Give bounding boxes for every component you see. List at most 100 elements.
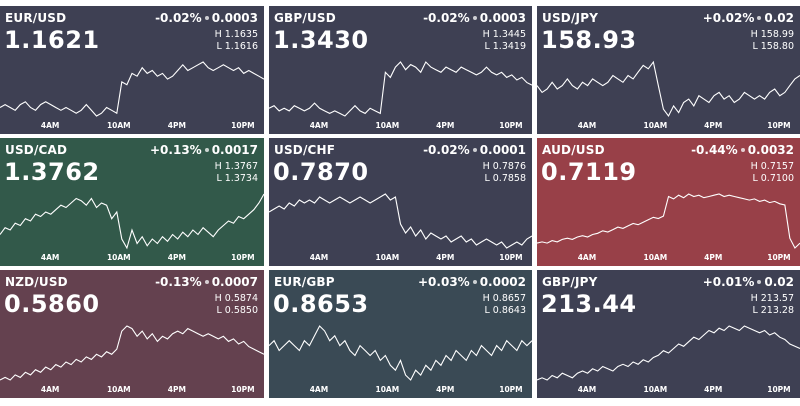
price-chart xyxy=(537,322,800,384)
price-series-line xyxy=(0,62,264,116)
pair-name: USD/CHF xyxy=(274,143,336,157)
rate-tile-aud-usd[interactable]: AUD/USD -0.44% 0.0032 0.7119 H 0.7157 L 0.7100 4… xyxy=(537,138,800,266)
price-chart xyxy=(537,58,800,120)
price-chart xyxy=(0,322,264,384)
rate-tile-usd-jpy[interactable]: USD/JPY +0.02% 0.02 158.93 H 158.99 L 158.80 4AM… xyxy=(537,6,800,134)
x-axis: 4AM 10AM 4PM 10PM xyxy=(269,121,532,132)
line-chart-svg xyxy=(0,58,264,120)
price-series-line xyxy=(269,62,532,116)
separator-dot-icon xyxy=(472,15,477,20)
x-tick-label: 10AM xyxy=(643,385,668,394)
x-axis: 4AM 10AM 4PM 10PM xyxy=(0,385,264,396)
x-tick-label: 4AM xyxy=(577,385,597,394)
low-value: 1.3734 xyxy=(224,173,258,184)
high-low-box: H 1.3445 L 1.3419 xyxy=(483,29,526,53)
line-chart-svg xyxy=(269,58,532,120)
rate-tile-eur-gbp[interactable]: EUR/GBP +0.03% 0.0002 0.8653 H 0.8657 L 0.8643 4… xyxy=(269,270,532,398)
x-tick-label: 4PM xyxy=(167,385,186,394)
rate-tile-eur-usd[interactable]: EUR/USD -0.02% 0.0003 1.1621 H 1.1635 L 1.1616 4… xyxy=(0,6,264,134)
pair-name: EUR/USD xyxy=(5,11,67,25)
x-tick-label: 10AM xyxy=(106,385,131,394)
x-tick-label: 4PM xyxy=(704,253,723,262)
separator-dot-icon xyxy=(204,147,209,152)
x-tick-label: 4AM xyxy=(40,385,60,394)
x-tick-label: 10PM xyxy=(499,385,523,394)
x-axis: 4AM 10AM 4PM 10PM xyxy=(0,121,264,132)
low-label: L xyxy=(752,173,758,184)
x-axis: 4AM 10AM 4PM 10PM xyxy=(0,253,264,264)
high-value: 0.7157 xyxy=(760,161,794,172)
current-price: 1.3762 xyxy=(4,158,100,186)
line-chart-svg xyxy=(0,190,264,252)
price-series-line xyxy=(537,194,800,248)
x-axis: 4AM 10AM 4PM 10PM xyxy=(537,385,800,396)
low-label: L xyxy=(484,41,490,52)
price-chart xyxy=(269,190,532,252)
high-value: 1.1635 xyxy=(224,29,258,40)
x-tick-label: 4PM xyxy=(436,121,455,130)
price-chart xyxy=(537,190,800,252)
x-tick-label: 10AM xyxy=(106,121,131,130)
price-series-line xyxy=(537,326,800,380)
low-value: 1.1616 xyxy=(224,41,258,52)
change-absolute: 0.0002 xyxy=(479,275,526,289)
x-tick-label: 10PM xyxy=(499,253,523,262)
x-tick-label: 4PM xyxy=(167,121,186,130)
high-low-box: H 213.57 L 213.28 xyxy=(751,293,794,317)
high-value: 0.8657 xyxy=(492,293,526,304)
x-tick-label: 4PM xyxy=(167,253,186,262)
line-chart-svg xyxy=(537,322,800,384)
low-label: L xyxy=(216,173,222,184)
price-series-line xyxy=(537,62,800,116)
low-label: L xyxy=(752,305,758,316)
change-percent: -0.02% xyxy=(423,11,470,25)
change-indicator: -0.02% 0.0003 xyxy=(155,11,258,25)
x-tick-label: 10AM xyxy=(106,253,131,262)
change-absolute: 0.0003 xyxy=(479,11,526,25)
x-axis: 4AM 10AM 4PM 10PM xyxy=(269,253,532,264)
line-chart-svg xyxy=(269,190,532,252)
rate-tile-nzd-usd[interactable]: NZD/USD -0.13% 0.0007 0.5860 H 0.5874 L 0.5850 4… xyxy=(0,270,264,398)
pair-name: NZD/USD xyxy=(5,275,68,289)
pair-name: EUR/GBP xyxy=(274,275,335,289)
separator-dot-icon xyxy=(757,279,762,284)
change-percent: -0.02% xyxy=(423,143,470,157)
separator-dot-icon xyxy=(472,147,477,152)
x-tick-label: 10AM xyxy=(375,385,400,394)
x-tick-label: 4AM xyxy=(309,121,329,130)
change-percent: -0.13% xyxy=(155,275,202,289)
change-percent: +0.03% xyxy=(418,275,470,289)
rate-tile-usd-chf[interactable]: USD/CHF -0.02% 0.0001 0.7870 H 0.7876 L 0.7858 4… xyxy=(269,138,532,266)
rate-tile-gbp-usd[interactable]: GBP/USD -0.02% 0.0003 1.3430 H 1.3445 L 1.3419 4… xyxy=(269,6,532,134)
x-tick-label: 4PM xyxy=(436,385,455,394)
high-low-box: H 1.1635 L 1.1616 xyxy=(215,29,258,53)
x-tick-label: 10PM xyxy=(767,121,791,130)
rate-tile-usd-cad[interactable]: USD/CAD +0.13% 0.0017 1.3762 H 1.3767 L 1.3734 4… xyxy=(0,138,264,266)
high-value: 0.5874 xyxy=(224,293,258,304)
current-price: 158.93 xyxy=(541,26,637,54)
low-label: L xyxy=(484,305,490,316)
price-chart xyxy=(269,58,532,120)
x-tick-label: 10AM xyxy=(643,253,668,262)
x-axis: 4AM 10AM 4PM 10PM xyxy=(537,121,800,132)
low-value: 1.3419 xyxy=(492,41,526,52)
high-label: H xyxy=(214,293,222,304)
separator-dot-icon xyxy=(472,279,477,284)
high-low-box: H 1.3767 L 1.3734 xyxy=(215,161,258,185)
pair-name: GBP/USD xyxy=(274,11,336,25)
low-value: 0.7858 xyxy=(492,173,526,184)
x-axis: 4AM 10AM 4PM 10PM xyxy=(537,253,800,264)
separator-dot-icon xyxy=(204,279,209,284)
x-tick-label: 10PM xyxy=(231,385,255,394)
separator-dot-icon xyxy=(757,15,762,20)
low-value: 0.8643 xyxy=(492,305,526,316)
change-absolute: 0.0003 xyxy=(211,11,258,25)
high-label: H xyxy=(214,161,222,172)
low-label: L xyxy=(216,305,222,316)
rate-tile-gbp-jpy[interactable]: GBP/JPY +0.01% 0.02 213.44 H 213.57 L 213.28 4AM… xyxy=(537,270,800,398)
x-tick-label: 10PM xyxy=(767,253,791,262)
change-indicator: -0.02% 0.0001 xyxy=(423,143,526,157)
change-absolute: 0.02 xyxy=(764,275,794,289)
change-indicator: -0.13% 0.0007 xyxy=(155,275,258,289)
change-percent: -0.02% xyxy=(155,11,202,25)
